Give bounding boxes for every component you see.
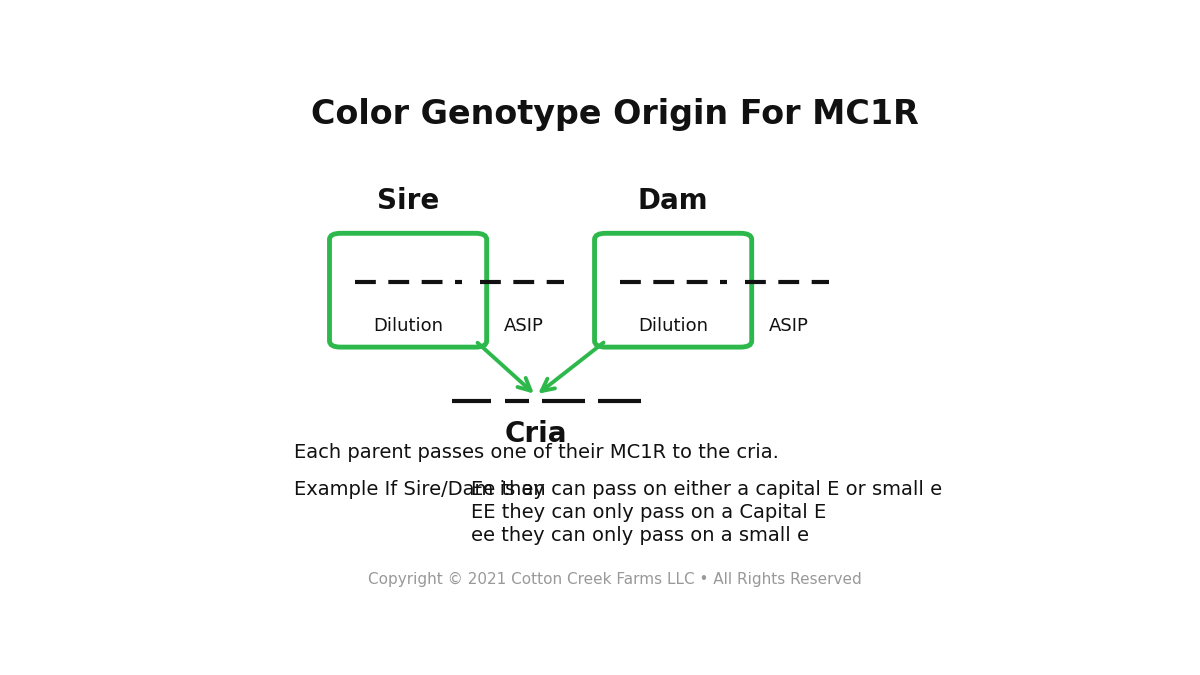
Text: Dilution: Dilution [638,317,708,335]
Text: ASIP: ASIP [504,317,544,335]
Text: ee they can only pass on a small e: ee they can only pass on a small e [470,526,809,545]
Text: Color Genotype Origin For MC1R: Color Genotype Origin For MC1R [311,99,919,131]
Text: EE they can only pass on a Capital E: EE they can only pass on a Capital E [470,503,826,522]
Text: Dilution: Dilution [373,317,443,335]
Text: Each parent passes one of their MC1R to the cria.: Each parent passes one of their MC1R to … [294,443,779,462]
FancyBboxPatch shape [594,234,751,347]
Text: Dam: Dam [638,186,708,215]
Text: Copyright © 2021 Cotton Creek Farms LLC • All Rights Reserved: Copyright © 2021 Cotton Creek Farms LLC … [368,572,862,587]
Text: Ee they can pass on either a capital E or small e: Ee they can pass on either a capital E o… [470,479,942,499]
Text: Sire: Sire [377,186,439,215]
Text: Example If Sire/Dam is an: Example If Sire/Dam is an [294,479,546,499]
Text: Cria: Cria [505,421,568,448]
Text: ASIP: ASIP [769,317,809,335]
FancyBboxPatch shape [330,234,487,347]
